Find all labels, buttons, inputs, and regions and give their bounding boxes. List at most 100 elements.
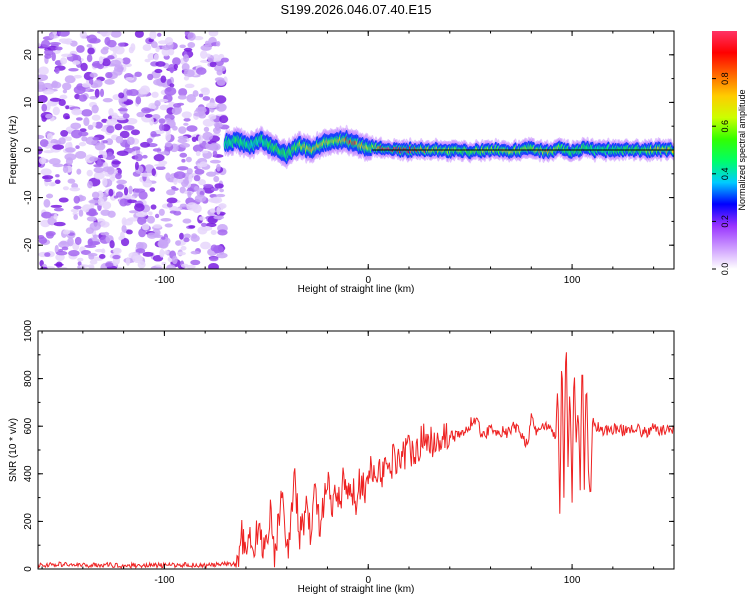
spectrogram-noise-cell: [108, 108, 114, 116]
spectrogram-noise-cell: [119, 231, 125, 240]
spectrogram-noise-cell: [186, 125, 198, 132]
spectrogram-noise-cell: [51, 52, 56, 62]
colorbar-ticks: 0.0 0.2 0.4 0.6 0.8: [712, 72, 730, 275]
spectrogram-noise-cell: [126, 229, 133, 235]
spectrogram-noise-cell: [208, 142, 221, 152]
spectrogram-noise-cell: [72, 60, 81, 65]
spectrogram-noise-cell: [144, 58, 151, 63]
spectrogram-noise-cell: [171, 255, 178, 265]
spectrogram-noise-cell: [166, 202, 173, 208]
spectrogram-noise-cell: [172, 125, 178, 131]
spectrogram-noise-cell: [216, 78, 226, 86]
spectrogram-noise-cell: [88, 78, 94, 86]
spectrogram-noise-cell: [70, 122, 82, 130]
spectrogram-noise-cell: [140, 172, 152, 177]
spectrogram-noise-cell: [190, 250, 200, 255]
spectrogram-noise-cell: [200, 222, 207, 227]
spectrogram-noise-cell: [118, 92, 125, 99]
spectrogram-noise-cell: [75, 150, 87, 159]
spectrogram-noise-cell: [142, 251, 154, 257]
spectrogram-noise-cell: [195, 67, 207, 75]
spectrogram-noise-cell: [91, 191, 100, 199]
spectrogram-noise-cell: [128, 210, 139, 214]
spectrogram-noise-cell: [60, 57, 68, 65]
spectrogram-noise-cell: [169, 83, 175, 88]
spectrogram-noise-cell: [68, 250, 80, 257]
spectrogram-noise-cell: [40, 168, 52, 176]
spectrogram-noise-cell: [213, 122, 223, 128]
spectrogram-noise-cell: [99, 88, 105, 98]
spectrogram-noise-cell: [219, 115, 229, 124]
spectrogram-noise-cell: [131, 146, 141, 151]
spectrogram-noise-cell: [49, 97, 62, 102]
spectrogram-noise-cell: [114, 65, 124, 72]
spectrogram-noise-cell: [149, 116, 154, 126]
spectrogram-noise-cell: [73, 85, 86, 95]
spectrogram-noise-cell: [83, 117, 90, 126]
spectrogram-noise-cell: [199, 50, 208, 59]
spectrogram-noise-cell: [62, 229, 71, 235]
spectrogram-noise-cell: [105, 262, 114, 268]
spectrogram-noise-cell: [142, 44, 152, 52]
spectrogram-noise-cell: [59, 240, 67, 245]
spectrogram-noise-cell: [105, 138, 114, 146]
spectrogram-noise-cell: [209, 208, 216, 213]
y-tick-label: -20: [23, 238, 34, 253]
colorbar: 0.0 0.2 0.4 0.6 0.8 Normalized spectral ampl…: [712, 31, 747, 275]
y-tick-label: -10: [23, 190, 34, 205]
colorbar-label: Normalized spectral amplitude: [737, 89, 747, 210]
spectrogram-noise-cell: [210, 229, 217, 235]
spectrogram-noise-cell: [55, 250, 68, 256]
spectrogram-noise-cell: [213, 58, 221, 62]
spectrogram-noise-cell: [71, 129, 83, 139]
spectrogram-noise-cell: [88, 199, 99, 204]
spectrogram-noise-cell: [38, 157, 47, 165]
spectrogram-noise-cell: [110, 31, 122, 38]
spectrogram-noise-cell: [79, 264, 89, 268]
spectrogram-noise-cell: [49, 33, 55, 39]
spectrogram-noise-cell: [119, 130, 130, 139]
spectrogram-noise-cell: [92, 137, 100, 141]
spectrogram-noise-cell: [61, 246, 69, 251]
spectrogram-noise-cell: [42, 88, 55, 95]
spectrogram-noise-cell: [148, 211, 153, 216]
spectrogram-noise-cell: [181, 111, 193, 119]
spectrogram-noise-cell: [160, 217, 172, 222]
spectrogram-noise-cell: [55, 46, 63, 51]
spectrogram-noise-cell: [123, 195, 135, 200]
snr-ylabel: SNR (10 * v/v): [8, 418, 19, 482]
spectrogram-noise-cell: [173, 171, 186, 180]
spectrogram-noise-cell: [202, 118, 215, 127]
spectrogram-noise-cell: [105, 72, 113, 79]
snr-xlabel: Height of straight line (km): [298, 584, 415, 595]
spectrogram-noise-cell: [104, 36, 111, 46]
spectrogram-noise-cell: [46, 232, 54, 239]
spectrogram-noise-cell: [89, 156, 98, 162]
spectrogram-noise-cell: [54, 179, 61, 184]
spectrogram-noise-cell: [54, 67, 60, 74]
spectrogram-noise-cell: [104, 79, 115, 85]
spectrogram-noise-cell: [94, 121, 103, 129]
spectrogram-noise-cell: [141, 223, 150, 231]
spectrogram-noise-cell: [59, 94, 68, 100]
y-tick-label: 1000: [23, 319, 34, 342]
spectrogram-noise-cell: [75, 117, 83, 121]
spectrogram-noise-cell: [78, 141, 87, 147]
spectrogram-noise-cell: [216, 206, 221, 215]
spectrogram-noise-cell: [100, 232, 110, 236]
spectrogram-noise-cell: [68, 232, 75, 236]
spectrogram-noise-cell: [92, 234, 99, 239]
spectrogram-noise-cell: [62, 186, 69, 191]
spectrogram-noise-cell: [94, 142, 106, 151]
spectrogram-noise-cell: [179, 186, 186, 194]
x-tick-label: 0: [365, 575, 371, 586]
spectrogram-noise-cell: [58, 266, 68, 269]
spectrogram-noise-cell: [158, 123, 165, 131]
spectrogram-noise-cell: [106, 166, 115, 175]
spectrogram-noise-cell: [179, 142, 191, 148]
spectrogram-noise-cell: [73, 214, 79, 220]
spectrogram-noise-cell: [64, 147, 76, 153]
